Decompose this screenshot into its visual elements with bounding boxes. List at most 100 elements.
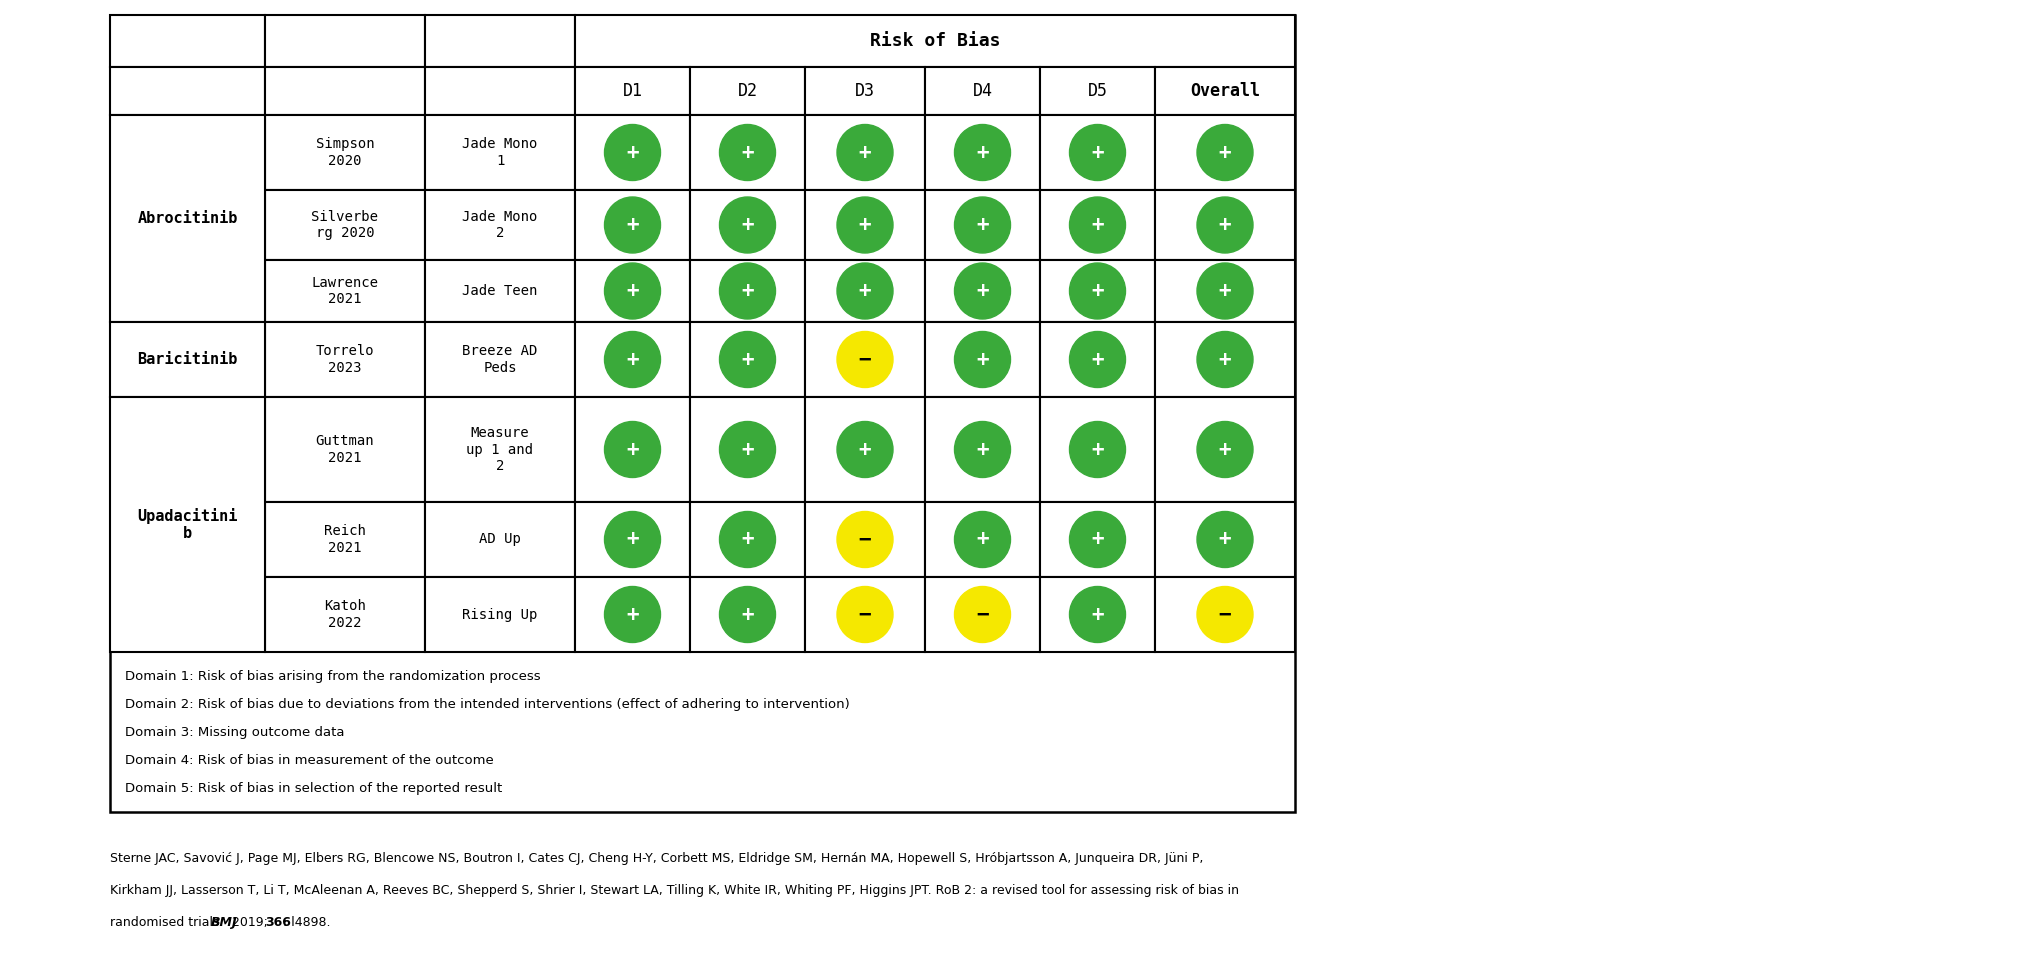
Circle shape: [605, 586, 660, 642]
Circle shape: [836, 263, 893, 319]
Bar: [804, 322, 924, 397]
Circle shape: [1196, 331, 1253, 388]
Text: +: +: [741, 142, 753, 163]
Bar: [924, 502, 1039, 577]
Bar: [264, 115, 424, 190]
Bar: [574, 397, 690, 502]
Bar: [264, 260, 424, 322]
Bar: [924, 260, 1039, 322]
Bar: [1155, 260, 1295, 322]
Bar: [690, 502, 804, 577]
Text: D3: D3: [855, 82, 875, 100]
Text: Upadacitini
b: Upadacitini b: [138, 508, 238, 542]
Bar: [690, 67, 804, 115]
Text: Domain 1: Risk of bias arising from the randomization process: Domain 1: Risk of bias arising from the …: [126, 670, 540, 683]
Text: +: +: [1218, 215, 1230, 235]
Circle shape: [954, 512, 1011, 568]
Text: Guttman
2021: Guttman 2021: [315, 434, 374, 464]
Text: +: +: [859, 440, 871, 459]
Circle shape: [605, 197, 660, 253]
Text: Domain 2: Risk of bias due to deviations from the intended interventions (effect: Domain 2: Risk of bias due to deviations…: [126, 698, 849, 711]
Text: +: +: [859, 281, 871, 301]
Bar: [574, 190, 690, 260]
Text: Measure
up 1 and
2: Measure up 1 and 2: [467, 426, 534, 473]
Circle shape: [1196, 124, 1253, 180]
Bar: [424, 397, 574, 502]
Bar: [110, 15, 264, 67]
Bar: [264, 502, 424, 577]
Bar: [424, 260, 574, 322]
Circle shape: [1070, 263, 1125, 319]
Bar: [924, 322, 1039, 397]
Text: Lawrence
2021: Lawrence 2021: [311, 276, 378, 306]
Circle shape: [605, 124, 660, 180]
Text: D5: D5: [1086, 82, 1106, 100]
Text: +: +: [1090, 281, 1102, 301]
Text: Sterne JAC, Savović J, Page MJ, Elbers RG, Blencowe NS, Boutron I, Cates CJ, Che: Sterne JAC, Savović J, Page MJ, Elbers R…: [110, 852, 1204, 865]
Text: Simpson
2020: Simpson 2020: [315, 138, 374, 168]
Bar: [804, 577, 924, 652]
Circle shape: [1070, 422, 1125, 478]
Bar: [1155, 67, 1295, 115]
Text: +: +: [1218, 440, 1230, 459]
Text: Rising Up: Rising Up: [463, 608, 538, 621]
Circle shape: [719, 197, 775, 253]
Text: AD Up: AD Up: [479, 533, 520, 547]
Bar: [924, 577, 1039, 652]
Circle shape: [605, 422, 660, 478]
Circle shape: [954, 197, 1011, 253]
Text: +: +: [976, 142, 989, 163]
Circle shape: [1070, 512, 1125, 568]
Bar: [264, 190, 424, 260]
Text: 2019;: 2019;: [227, 916, 272, 929]
Bar: [924, 67, 1039, 115]
Bar: [804, 67, 924, 115]
Text: +: +: [1090, 215, 1102, 235]
Circle shape: [1196, 422, 1253, 478]
Bar: [690, 397, 804, 502]
Text: Domain 5: Risk of bias in selection of the reported result: Domain 5: Risk of bias in selection of t…: [126, 782, 501, 795]
Bar: [264, 577, 424, 652]
Circle shape: [719, 263, 775, 319]
Text: +: +: [976, 350, 989, 369]
Text: −: −: [859, 605, 871, 624]
Bar: [1155, 502, 1295, 577]
Bar: [424, 577, 574, 652]
Bar: [1039, 67, 1155, 115]
Circle shape: [1196, 263, 1253, 319]
Text: D4: D4: [972, 82, 993, 100]
Bar: [1039, 502, 1155, 577]
Text: −: −: [1218, 605, 1230, 624]
Text: Breeze AD
Peds: Breeze AD Peds: [463, 344, 538, 375]
Bar: [264, 322, 424, 397]
Bar: [1155, 115, 1295, 190]
Circle shape: [836, 422, 893, 478]
Text: +: +: [1090, 350, 1102, 369]
Text: +: +: [1218, 281, 1230, 301]
Bar: [804, 115, 924, 190]
Bar: [110, 397, 264, 652]
Text: +: +: [976, 529, 989, 549]
Bar: [264, 15, 424, 67]
Text: +: +: [1090, 142, 1102, 163]
Bar: [424, 502, 574, 577]
Bar: [574, 577, 690, 652]
Text: : l4898.: : l4898.: [282, 916, 331, 929]
Bar: [110, 15, 1295, 812]
Bar: [690, 115, 804, 190]
Bar: [804, 190, 924, 260]
Circle shape: [836, 586, 893, 642]
Bar: [690, 577, 804, 652]
Bar: [574, 322, 690, 397]
Text: D1: D1: [621, 82, 641, 100]
Circle shape: [1070, 586, 1125, 642]
Text: +: +: [625, 440, 639, 459]
Circle shape: [719, 512, 775, 568]
Circle shape: [954, 263, 1011, 319]
Text: +: +: [976, 440, 989, 459]
Circle shape: [954, 586, 1011, 642]
Text: Domain 3: Missing outcome data: Domain 3: Missing outcome data: [126, 726, 345, 739]
Circle shape: [605, 512, 660, 568]
Text: Kirkham JJ, Lasserson T, Li T, McAleenan A, Reeves BC, Shepperd S, Shrier I, Ste: Kirkham JJ, Lasserson T, Li T, McAleenan…: [110, 884, 1238, 897]
Circle shape: [954, 124, 1011, 180]
